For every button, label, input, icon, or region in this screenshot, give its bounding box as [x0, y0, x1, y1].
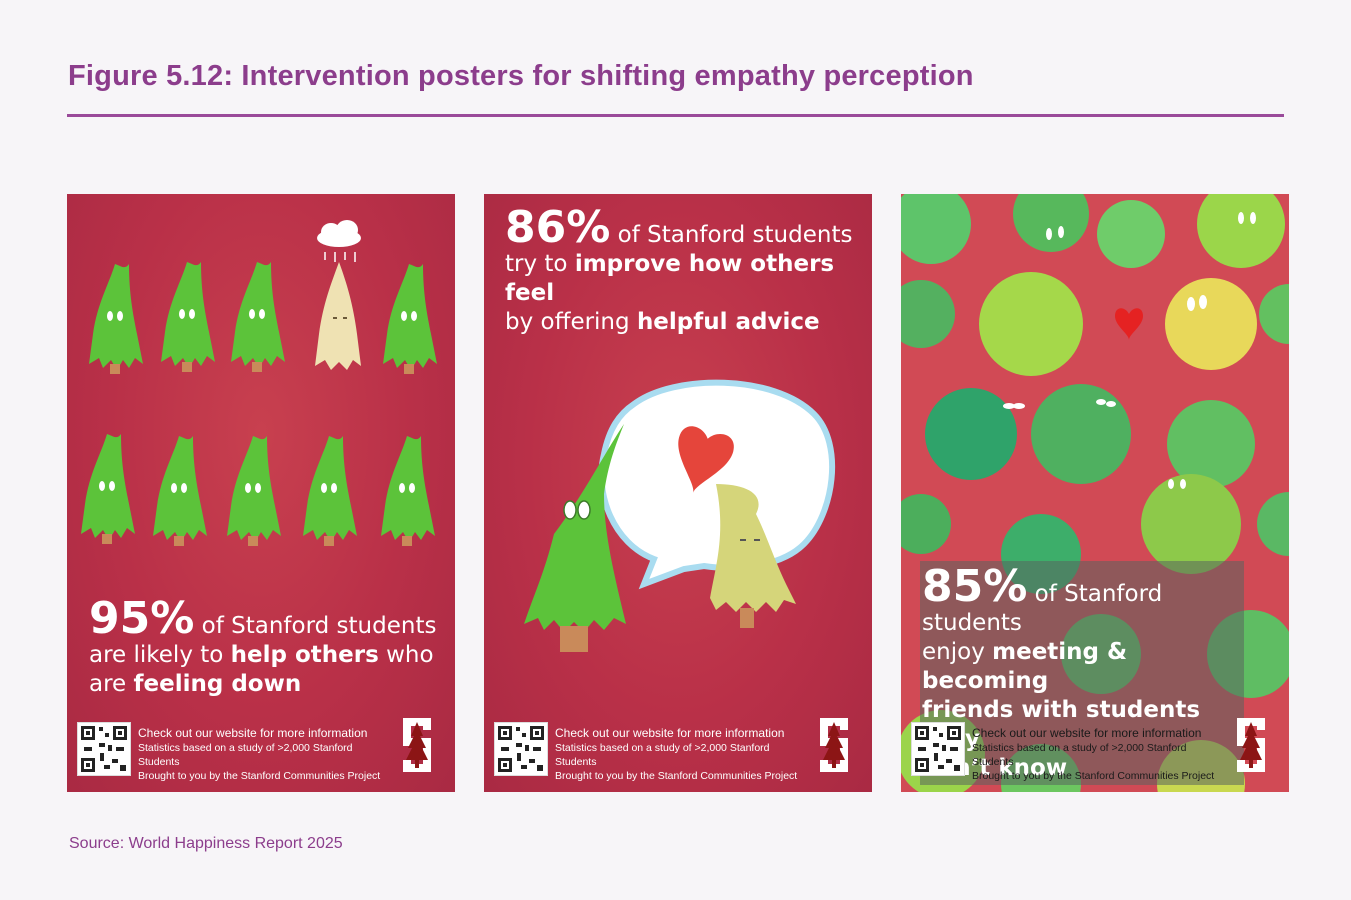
statistic-text: 95% of Stanford students are likely to h…	[89, 593, 437, 698]
figure-title: Figure 5.12: Intervention posters for sh…	[68, 60, 974, 92]
poster-helping-others: 95% of Stanford students are likely to h…	[67, 194, 455, 792]
statistic-text: 86% of Stanford students try to improve …	[505, 202, 853, 336]
qr-code-icon[interactable]	[77, 722, 131, 776]
poster-footer: Check out our website for more informati…	[77, 712, 445, 782]
stanford-logo-icon	[1237, 718, 1265, 772]
poster-improve-feelings: 86% of Stanford students try to improve …	[484, 194, 872, 792]
trees-holding-hands-illustration	[81, 220, 437, 546]
rain-cloud-icon	[317, 220, 361, 262]
heart-icon	[678, 426, 734, 493]
stat-percent: 86%	[505, 202, 611, 253]
source-note: Source: World Happiness Report 2025	[69, 835, 343, 852]
stat-percent: 95%	[89, 593, 195, 644]
heart-icon	[1115, 308, 1143, 340]
title-divider	[67, 114, 1284, 117]
stanford-logo-icon	[403, 718, 431, 772]
stanford-logo-icon	[820, 718, 848, 772]
poster-footer: Check out our website for more informati…	[494, 712, 862, 782]
stat-percent: 85%	[922, 561, 1028, 612]
qr-code-icon[interactable]	[494, 722, 548, 776]
qr-code-icon[interactable]	[911, 722, 965, 776]
trees-speech-bubble-illustration	[524, 379, 836, 652]
poster-meeting-friends: 85% of Stanford students enjoy meeting &…	[901, 194, 1289, 792]
poster-footer: Check out our website for more informati…	[911, 712, 1279, 782]
